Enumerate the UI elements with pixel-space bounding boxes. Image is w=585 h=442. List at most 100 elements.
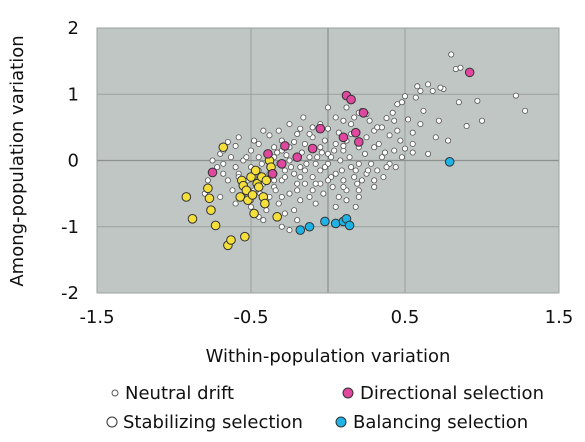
point-neutral-drift [235,134,242,141]
series-directional-selection [207,67,475,179]
point-neutral-drift [275,127,282,134]
point-neutral-drift [312,160,319,167]
point-neutral-drift [309,124,316,131]
point-neutral-drift [271,144,278,151]
point-neutral-drift [220,170,227,177]
data-points [181,51,529,251]
point-neutral-drift [366,117,373,124]
point-neutral-drift [281,174,288,181]
point-balancing-selection [444,157,455,167]
point-neutral-drift [429,87,436,94]
point-neutral-drift [371,183,378,190]
x-tick-label: -0.5 [233,307,268,328]
point-neutral-drift [405,116,412,123]
point-neutral-drift [258,160,265,167]
point-neutral-drift [478,117,485,124]
point-directional-selection [358,108,369,118]
point-stabilizing-selection [260,198,270,209]
point-neutral-drift [329,183,336,190]
point-neutral-drift [204,177,211,184]
point-stabilizing-selection [250,165,261,176]
point-stabilizing-selection [210,220,221,231]
legend-label-neutral-drift: Neutral drift [125,383,234,404]
point-neutral-drift [324,125,331,132]
point-neutral-drift [263,207,270,214]
point-neutral-drift [301,167,308,174]
legend-item-directional-selection: Directional selection [342,383,544,404]
point-neutral-drift [417,87,424,94]
point-neutral-drift [306,130,313,137]
point-balancing-selection [295,225,306,235]
point-neutral-drift [512,92,519,99]
point-neutral-drift [324,104,331,111]
point-neutral-drift [435,117,442,124]
legend-item-balancing-selection: Balancing selection [335,412,528,433]
point-neutral-drift [371,144,378,151]
point-neutral-drift [220,160,227,167]
point-neutral-drift [378,154,385,161]
point-neutral-drift [278,193,285,200]
point-neutral-drift [312,180,319,187]
point-neutral-drift [371,177,378,184]
point-neutral-drift [281,167,288,174]
point-directional-selection [338,132,349,143]
point-neutral-drift [409,129,416,136]
point-neutral-drift [340,142,347,149]
point-neutral-drift [232,164,239,171]
axes [96,27,560,294]
point-neutral-drift [318,149,325,156]
point-stabilizing-selection [218,142,229,153]
point-neutral-drift [348,121,355,128]
point-neutral-drift [331,147,338,154]
x-axis-label: Within-population variation [206,346,451,367]
point-neutral-drift [217,193,224,200]
point-neutral-drift [445,137,452,144]
point-neutral-drift [312,200,319,207]
point-balancing-selection [304,221,315,232]
point-neutral-drift [321,137,328,144]
point-neutral-drift [272,187,279,194]
point-neutral-drift [255,154,262,161]
point-neutral-drift [260,217,267,224]
point-stabilizing-selection [203,183,213,194]
point-stabilizing-selection [261,175,272,186]
point-stabilizing-selection [249,208,259,219]
point-neutral-drift [247,203,254,210]
point-balancing-selection [330,218,341,229]
point-neutral-drift [224,138,231,145]
point-neutral-drift [332,140,339,147]
point-neutral-drift [306,193,313,200]
point-neutral-drift [386,132,393,139]
point-directional-selection [292,152,303,162]
point-neutral-drift [414,83,421,90]
point-directional-selection [350,127,361,138]
point-neutral-drift [355,193,362,200]
plot-border [96,27,560,294]
point-neutral-drift [288,164,295,171]
point-neutral-drift [301,180,308,187]
point-neutral-drift [291,138,298,145]
point-neutral-drift [401,145,408,152]
point-balancing-selection [344,220,355,231]
point-neutral-drift [317,144,324,151]
point-neutral-drift [474,97,481,104]
point-neutral-drift [368,160,375,167]
point-neutral-drift [328,154,335,161]
point-neutral-drift [401,93,408,100]
point-neutral-drift [229,187,236,194]
point-directional-selection [307,143,318,154]
point-neutral-drift [383,164,390,171]
legend-label-stabilizing-selection: Stabilizing selection [123,412,303,433]
point-neutral-drift [286,227,293,234]
point-stabilizing-selection [246,172,256,182]
point-stabilizing-selection [204,193,215,204]
point-neutral-drift [271,177,278,184]
y-axis-label: Among-population variation [7,35,28,286]
point-neutral-drift [232,200,239,207]
point-neutral-drift [340,177,347,184]
point-neutral-drift [397,137,404,144]
series-stabilizing-selection [181,142,282,251]
x-tick-label: 0.5 [391,307,420,328]
point-neutral-drift [337,157,344,164]
point-neutral-drift [224,177,231,184]
